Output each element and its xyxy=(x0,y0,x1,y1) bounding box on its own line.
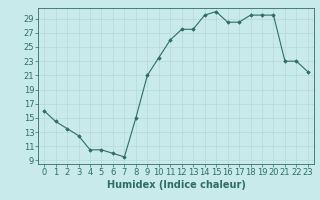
X-axis label: Humidex (Indice chaleur): Humidex (Indice chaleur) xyxy=(107,180,245,190)
